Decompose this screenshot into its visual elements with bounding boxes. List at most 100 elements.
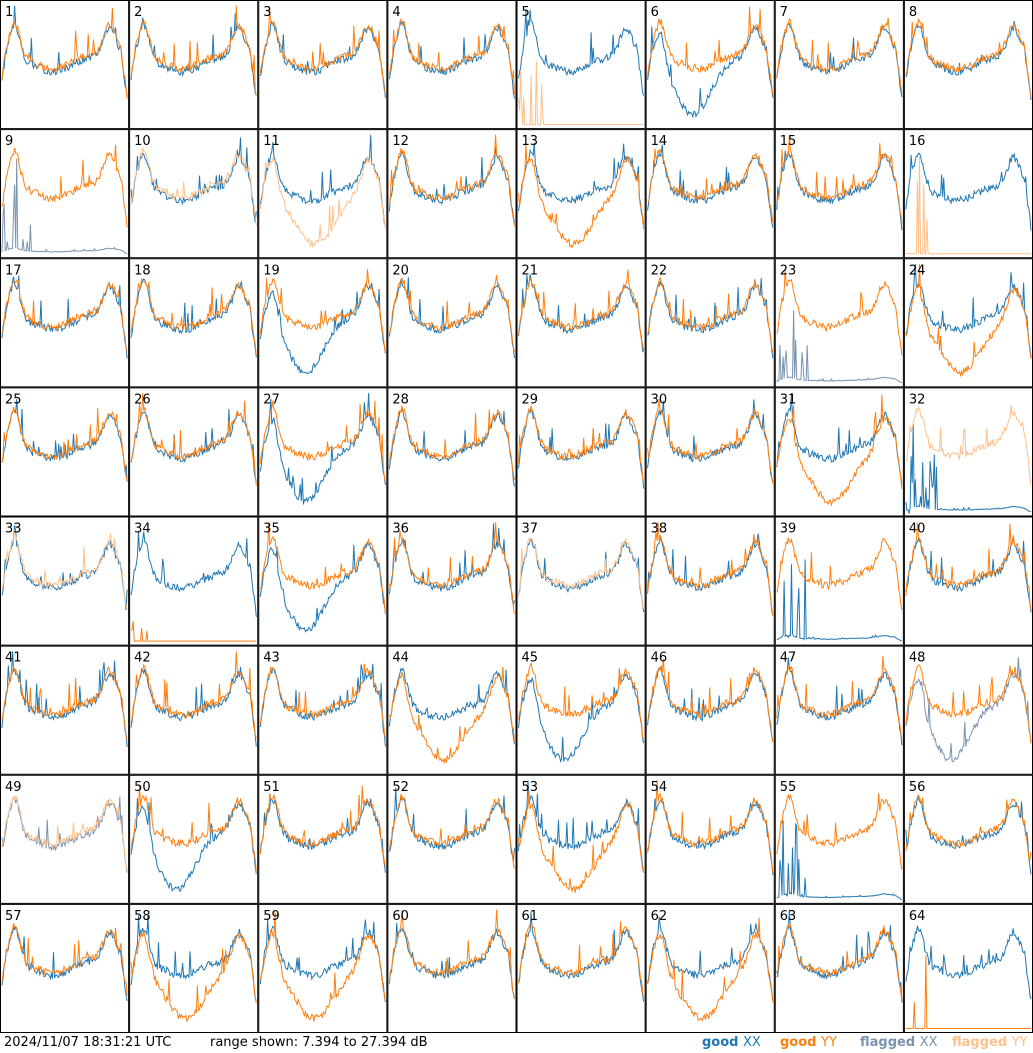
- panel-57: 57: [0, 903, 130, 1033]
- panel-frame: [645, 129, 775, 259]
- panel-label: 64: [909, 909, 926, 924]
- panel-frame: [0, 258, 130, 388]
- panel-label: 55: [780, 780, 797, 795]
- panel-label: 29: [522, 392, 539, 407]
- series-yy-34: [130, 621, 257, 642]
- panel-label: 3: [263, 5, 271, 20]
- series-xx-14: [647, 144, 774, 228]
- panel-label: 45: [522, 651, 539, 666]
- panel-frame: [516, 258, 646, 388]
- legend-flagged-yy-pol: YY: [1011, 1035, 1028, 1050]
- panel-frame: [774, 645, 904, 775]
- panel-label: 18: [134, 263, 151, 278]
- panel-frame: [129, 774, 259, 904]
- panel-label: 19: [263, 263, 280, 278]
- series-yy-1: [1, 7, 128, 99]
- panel-label: 33: [5, 522, 22, 537]
- series-yy-21: [518, 269, 645, 353]
- series-xx-64: [905, 925, 1032, 1000]
- panel-frame: [387, 903, 517, 1033]
- series-yy-10: [130, 147, 257, 227]
- panel-label: 36: [392, 522, 409, 537]
- panel-18: 18: [129, 258, 259, 388]
- panel-label: 2: [134, 5, 142, 20]
- panel-label: 60: [392, 909, 409, 924]
- panel-21: 21: [516, 258, 646, 388]
- series-xx-56: [905, 795, 1032, 875]
- panel-16: 16: [903, 129, 1033, 259]
- panel-label: 62: [651, 909, 668, 924]
- panel-label: 44: [392, 651, 409, 666]
- panel-label: 47: [780, 651, 797, 666]
- series-yy-6: [647, 6, 774, 95]
- panel-frame: [516, 0, 646, 130]
- panel-frame: [0, 129, 130, 259]
- series-yy-49: [1, 794, 128, 870]
- series-yy-50: [130, 785, 257, 872]
- series-yy-19: [259, 269, 386, 354]
- series-xx-41: [1, 651, 128, 748]
- panel-label: 37: [522, 522, 539, 537]
- panel-58: 58: [129, 903, 259, 1033]
- panel-8: 8: [903, 0, 1033, 130]
- panel-label: 40: [909, 522, 926, 537]
- series-yy-58: [130, 931, 257, 1023]
- series-xx-49: [1, 796, 128, 873]
- panel-label: 7: [780, 5, 788, 20]
- panel-36: 36: [387, 516, 517, 646]
- series-yy-51: [259, 785, 386, 868]
- panel-frame: [0, 903, 130, 1033]
- panel-52: 52: [387, 774, 517, 904]
- panel-label: 10: [134, 134, 151, 149]
- series-xx-23: [776, 310, 903, 384]
- panel-frame: [387, 774, 517, 904]
- series-yy-25: [1, 406, 128, 481]
- panel-frame: [258, 774, 388, 904]
- panel-label: 17: [5, 263, 22, 278]
- panel-frame: [0, 0, 130, 130]
- panel-47: 47: [774, 645, 904, 775]
- series-xx-35: [259, 541, 386, 633]
- series-yy-56: [905, 794, 1032, 861]
- panel-4: 4: [387, 0, 517, 130]
- panel-59: 59: [258, 903, 388, 1033]
- legend-flagged-yy-key: flagged: [952, 1035, 1008, 1050]
- series-yy-29: [518, 405, 645, 482]
- panel-44: 44: [387, 645, 517, 775]
- panel-11: 11: [258, 129, 388, 259]
- panel-frame: [129, 258, 259, 388]
- series-yy-32: [905, 404, 1032, 486]
- series-xx-48: [905, 657, 1032, 763]
- panel-15: 15: [774, 129, 904, 259]
- series-xx-29: [518, 407, 645, 489]
- panel-frame: [774, 516, 904, 646]
- series-yy-30: [647, 398, 774, 484]
- panel-19: 19: [258, 258, 388, 388]
- panel-label: 14: [651, 134, 668, 149]
- panel-label: 58: [134, 909, 151, 924]
- panel-label: 54: [651, 780, 668, 795]
- series-xx-10: [130, 137, 257, 223]
- series-xx-44: [388, 667, 515, 745]
- panel-label: 12: [392, 134, 409, 149]
- series-yy-64: [905, 954, 1031, 1029]
- panel-frame: [258, 645, 388, 775]
- panel-frame: [516, 774, 646, 904]
- panel-27: 27: [258, 387, 388, 517]
- panel-frame: [516, 516, 646, 646]
- series-xx-30: [647, 399, 774, 482]
- panel-label: 52: [392, 780, 409, 795]
- series-yy-15: [776, 134, 903, 224]
- legend-good-yy-pol: YY: [821, 1035, 837, 1050]
- panel-2: 2: [129, 0, 259, 130]
- panel-label: 27: [263, 392, 280, 407]
- legend-flagged-xx: flagged XX: [860, 1035, 938, 1050]
- panel-frame: [258, 516, 388, 646]
- series-xx-34: [130, 531, 257, 618]
- series-yy-17: [1, 279, 128, 352]
- panel-49: 49: [0, 774, 130, 904]
- legend-flagged-xx-key: flagged: [860, 1035, 916, 1050]
- series-xx-25: [1, 398, 128, 482]
- panel-20: 20: [387, 258, 517, 388]
- panel-26: 26: [129, 387, 259, 517]
